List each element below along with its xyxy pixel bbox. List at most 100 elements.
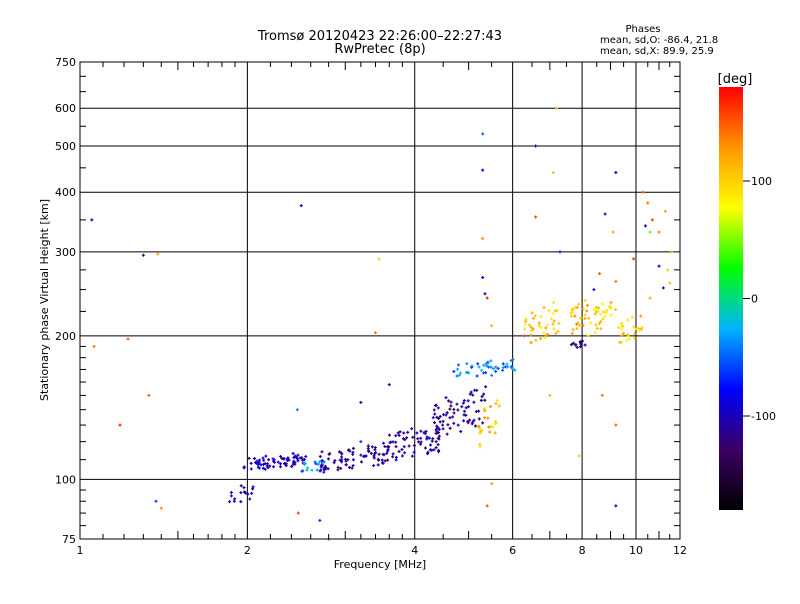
y-tick-label: 100 [55,473,76,486]
data-point [581,307,585,311]
data-point [487,365,491,369]
data-point [670,250,674,254]
data-point [530,311,534,315]
data-point [511,358,515,362]
data-point [372,464,376,468]
data-point [604,311,608,315]
data-point [318,519,322,523]
data-point [436,436,440,440]
data-point [501,368,505,372]
data-point [258,458,262,462]
data-point [600,302,604,306]
data-point [537,324,541,328]
data-point [437,448,441,452]
data-point [387,445,391,449]
data-point [534,215,538,219]
data-point [248,497,252,501]
data-point [295,408,299,412]
data-point [400,447,404,451]
data-point [314,462,318,466]
data-point [434,403,438,407]
data-point [585,303,589,307]
data-point [592,307,596,311]
data-point [351,464,355,468]
data-point [398,430,402,434]
data-point [410,454,414,458]
data-point [509,359,513,363]
data-point [618,340,622,344]
data-point [579,342,583,346]
data-point [369,451,373,455]
data-point [446,423,450,427]
x-tick-label: 1 [77,544,84,557]
data-point [571,307,575,311]
data-point [328,452,332,456]
data-point [266,466,270,470]
data-point [542,306,546,310]
data-point [462,399,466,403]
data-point [246,492,250,496]
data-point [304,455,308,459]
x-axis-label: Frequency [MHz] [334,558,426,571]
data-point [419,440,423,444]
data-point [663,209,667,213]
data-point [262,458,266,462]
data-point [486,361,490,365]
data-point [483,292,487,296]
data-point [438,420,442,424]
data-point [394,445,398,449]
data-point [633,332,637,336]
data-point [403,438,407,442]
data-point [437,434,441,438]
data-point [350,466,354,470]
data-point [449,400,453,404]
data-point [436,426,440,430]
data-point [542,331,546,335]
phases-o-stats: mean, sd,O: -86.4, 21.8 [600,35,718,46]
data-point [276,460,280,464]
data-point [624,338,628,342]
data-point [279,462,283,466]
data-point [293,461,297,465]
data-point [474,410,478,414]
data-point [622,331,626,335]
data-point [552,319,556,323]
data-point [313,460,317,464]
data-point [459,429,463,433]
data-point [434,440,438,444]
data-point [630,315,634,319]
data-point [501,362,505,366]
data-point [438,414,442,418]
data-point [571,328,575,332]
data-point [448,426,452,430]
data-point [620,327,624,331]
data-point [432,408,436,412]
data-point [556,330,560,334]
data-point [315,468,319,472]
x-tick-label: 4 [411,544,418,557]
data-point [156,252,160,256]
data-point [495,398,499,402]
data-point [557,321,561,325]
data-point [339,451,343,455]
data-point [467,405,471,409]
y-tick-label: 600 [55,102,76,115]
data-point [596,310,600,314]
data-point [318,455,322,459]
data-point [605,309,609,313]
data-point [441,427,445,431]
data-point [301,458,305,462]
data-point [344,457,348,461]
data-point [434,446,438,450]
phases-x-stats: mean, sd,X: 89.9, 25.9 [600,46,714,57]
data-point [614,423,618,427]
data-point [90,218,94,222]
data-point [586,333,590,337]
data-point [523,327,527,331]
data-point [528,323,532,327]
data-point [546,323,550,327]
data-point [332,461,336,465]
data-point [229,494,233,498]
data-point [494,421,498,425]
data-point [147,393,151,397]
